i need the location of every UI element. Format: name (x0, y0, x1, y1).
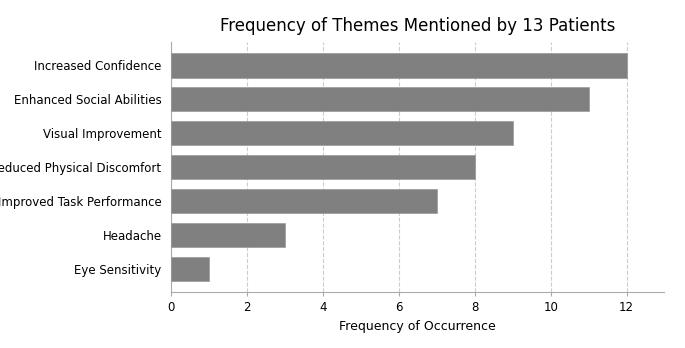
X-axis label: Frequency of Occurrence: Frequency of Occurrence (340, 320, 496, 333)
Title: Frequency of Themes Mentioned by 13 Patients: Frequency of Themes Mentioned by 13 Pati… (220, 17, 616, 35)
Bar (171, 87, 588, 111)
Bar (171, 121, 512, 145)
Bar (171, 256, 209, 281)
Bar (171, 53, 627, 78)
Bar (171, 223, 285, 247)
Bar (171, 189, 437, 213)
Bar (171, 155, 475, 179)
